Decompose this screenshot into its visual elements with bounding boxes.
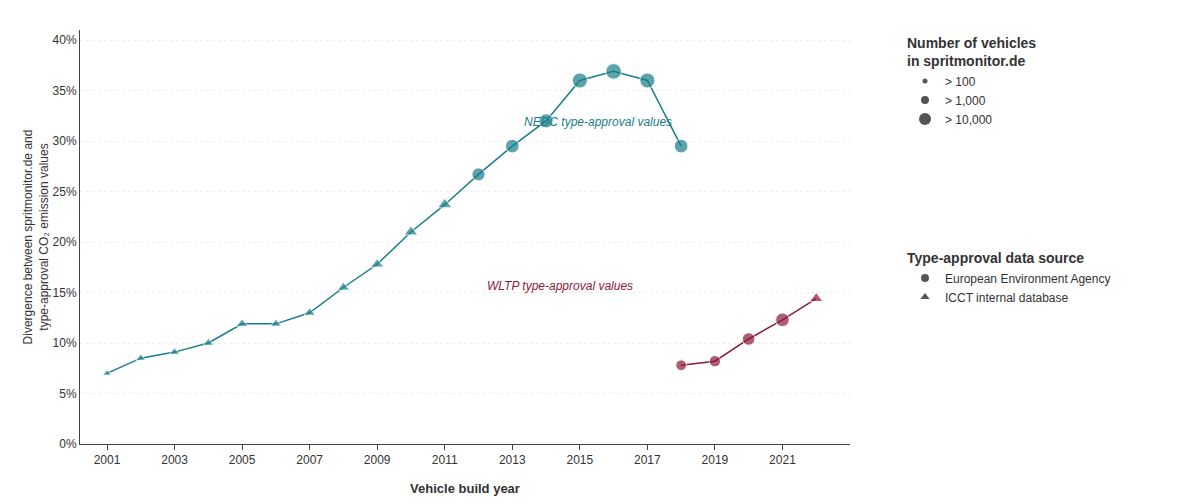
svg-text:25%: 25% — [53, 185, 77, 199]
svg-text:NEDC type-approval values: NEDC type-approval values — [524, 115, 672, 129]
svg-text:ICCT internal database: ICCT internal database — [945, 291, 1069, 305]
svg-text:2009: 2009 — [364, 453, 391, 467]
svg-text:2005: 2005 — [229, 453, 256, 467]
svg-text:> 100: > 100 — [945, 75, 976, 89]
svg-text:2001: 2001 — [94, 453, 121, 467]
svg-text:Number of vehiclesin spritmoni: Number of vehiclesin spritmonitor.de — [907, 35, 1036, 69]
svg-text:European Environment Agency: European Environment Agency — [945, 272, 1110, 286]
svg-text:> 1,000: > 1,000 — [945, 94, 986, 108]
svg-text:0%: 0% — [59, 437, 77, 451]
svg-text:2003: 2003 — [161, 453, 188, 467]
svg-text:2021: 2021 — [769, 453, 796, 467]
svg-text:2013: 2013 — [499, 453, 526, 467]
svg-text:40%: 40% — [53, 33, 77, 47]
svg-text:35%: 35% — [53, 84, 77, 98]
svg-text:30%: 30% — [53, 134, 77, 148]
svg-text:20%: 20% — [53, 235, 77, 249]
svg-text:2011: 2011 — [432, 453, 458, 467]
svg-text:Type-approval data source: Type-approval data source — [907, 250, 1084, 266]
svg-text:2017: 2017 — [634, 453, 661, 467]
svg-text:2007: 2007 — [296, 453, 323, 467]
svg-text:5%: 5% — [59, 387, 77, 401]
svg-text:2019: 2019 — [702, 453, 729, 467]
svg-text:Divergence between spritmonito: Divergence between spritmonitor.de andty… — [21, 130, 51, 345]
svg-text:Vehicle build year: Vehicle build year — [410, 481, 520, 496]
svg-text:2015: 2015 — [566, 453, 593, 467]
svg-text:10%: 10% — [53, 336, 77, 350]
svg-text:15%: 15% — [53, 286, 77, 300]
svg-text:WLTP type-approval values: WLTP type-approval values — [487, 279, 633, 293]
svg-text:> 10,000: > 10,000 — [945, 113, 992, 127]
